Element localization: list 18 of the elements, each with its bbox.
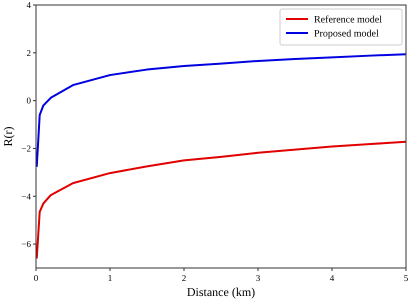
y-tick-label: 4 bbox=[26, 0, 32, 10]
x-tick-label: 4 bbox=[330, 273, 335, 283]
x-axis-title: Distance (km) bbox=[186, 285, 256, 299]
y-tick-label: 2 bbox=[26, 48, 31, 58]
line-series bbox=[36, 140, 407, 260]
legend-label: Proposed model bbox=[314, 28, 379, 40]
x-tick-label: 3 bbox=[256, 273, 261, 283]
x-tick-label: 0 bbox=[34, 273, 39, 283]
x-tick-label: 2 bbox=[182, 273, 186, 283]
line-series bbox=[36, 53, 407, 168]
y-tick-label: −6 bbox=[21, 239, 32, 250]
y-tick-label: −2 bbox=[21, 143, 31, 154]
legend-label: Reference model bbox=[314, 14, 382, 26]
x-tick-label: 1 bbox=[108, 273, 112, 283]
y-tick-label: 0 bbox=[26, 96, 32, 106]
y-axis-title: R(r) bbox=[1, 126, 15, 146]
y-tick-label: −4 bbox=[21, 191, 32, 202]
x-tick-label: 5 bbox=[404, 273, 409, 283]
